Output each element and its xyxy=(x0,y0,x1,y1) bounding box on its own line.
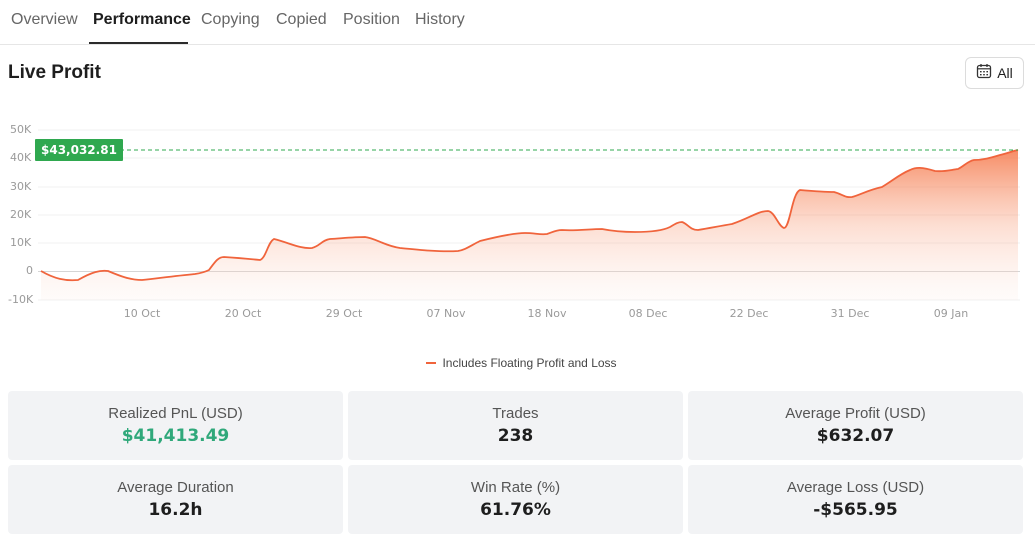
y-tick: 50K xyxy=(10,123,32,136)
legend-label: Includes Floating Profit and Loss xyxy=(442,356,617,370)
x-tick: 20 Oct xyxy=(224,307,262,320)
current-value-badge: $43,032.81 xyxy=(35,139,123,161)
y-tick: 30K xyxy=(10,180,32,193)
stat-value: $41,413.49 xyxy=(121,426,230,446)
stat-realized-pnl: Realized PnL (USD) $41,413.49 xyxy=(8,391,343,460)
stat-value: 16.2h xyxy=(148,500,203,520)
stat-label: Win Rate (%) xyxy=(470,479,561,496)
chart-legend[interactable]: Includes Floating Profit and Loss xyxy=(0,356,1035,370)
stat-value: 61.76% xyxy=(480,500,551,520)
stats-grid: Realized PnL (USD) $41,413.49 Trades 238… xyxy=(8,391,1024,534)
tab-copying[interactable]: Copying xyxy=(201,11,260,28)
profit-area xyxy=(41,150,1018,300)
x-tick: 10 Oct xyxy=(123,307,161,320)
x-tick: 08 Dec xyxy=(628,307,668,320)
x-tick: 29 Oct xyxy=(325,307,363,320)
x-tick: 22 Dec xyxy=(729,307,769,320)
stat-label: Average Duration xyxy=(117,479,234,496)
section-title: Live Profit xyxy=(8,62,101,83)
legend-line-icon xyxy=(426,362,437,364)
stat-value: 238 xyxy=(497,426,534,446)
y-tick: 20K xyxy=(10,208,32,221)
tab-copied[interactable]: Copied xyxy=(276,11,327,28)
stat-average-profit: Average Profit (USD) $632.07 xyxy=(688,391,1023,460)
y-tick: 0 xyxy=(26,264,33,277)
stat-trades: Trades 238 xyxy=(348,391,683,460)
stat-label: Average Loss (USD) xyxy=(786,479,925,496)
profit-chart xyxy=(38,129,1020,301)
tab-history[interactable]: History xyxy=(415,11,465,28)
stat-value: -$565.95 xyxy=(813,500,898,520)
stat-value: $632.07 xyxy=(816,426,895,446)
x-tick: 18 Nov xyxy=(527,307,567,320)
stat-win-rate: Win Rate (%) 61.76% xyxy=(348,465,683,534)
date-range-label: All xyxy=(997,65,1013,81)
date-range-button[interactable]: All xyxy=(965,57,1024,89)
tab-overview[interactable]: Overview xyxy=(11,11,78,28)
stat-label: Trades xyxy=(492,405,539,422)
y-tick: -10K xyxy=(8,293,34,306)
stat-label: Average Profit (USD) xyxy=(785,405,926,422)
calendar-icon xyxy=(976,63,992,84)
stat-label: Realized PnL (USD) xyxy=(108,405,243,422)
tab-bar: Overview Performance Copying Copied Posi… xyxy=(0,0,1035,45)
stat-average-duration: Average Duration 16.2h xyxy=(8,465,343,534)
x-tick: 31 Dec xyxy=(830,307,870,320)
tab-performance[interactable]: Performance xyxy=(93,11,191,28)
profit-line xyxy=(40,149,1019,282)
x-tick: 07 Nov xyxy=(426,307,466,320)
x-tick: 09 Jan xyxy=(933,307,969,320)
y-tick: 40K xyxy=(10,151,32,164)
stat-average-loss: Average Loss (USD) -$565.95 xyxy=(688,465,1023,534)
y-tick: 10K xyxy=(10,236,32,249)
active-tab-indicator xyxy=(89,42,188,44)
tab-position[interactable]: Position xyxy=(343,11,400,28)
